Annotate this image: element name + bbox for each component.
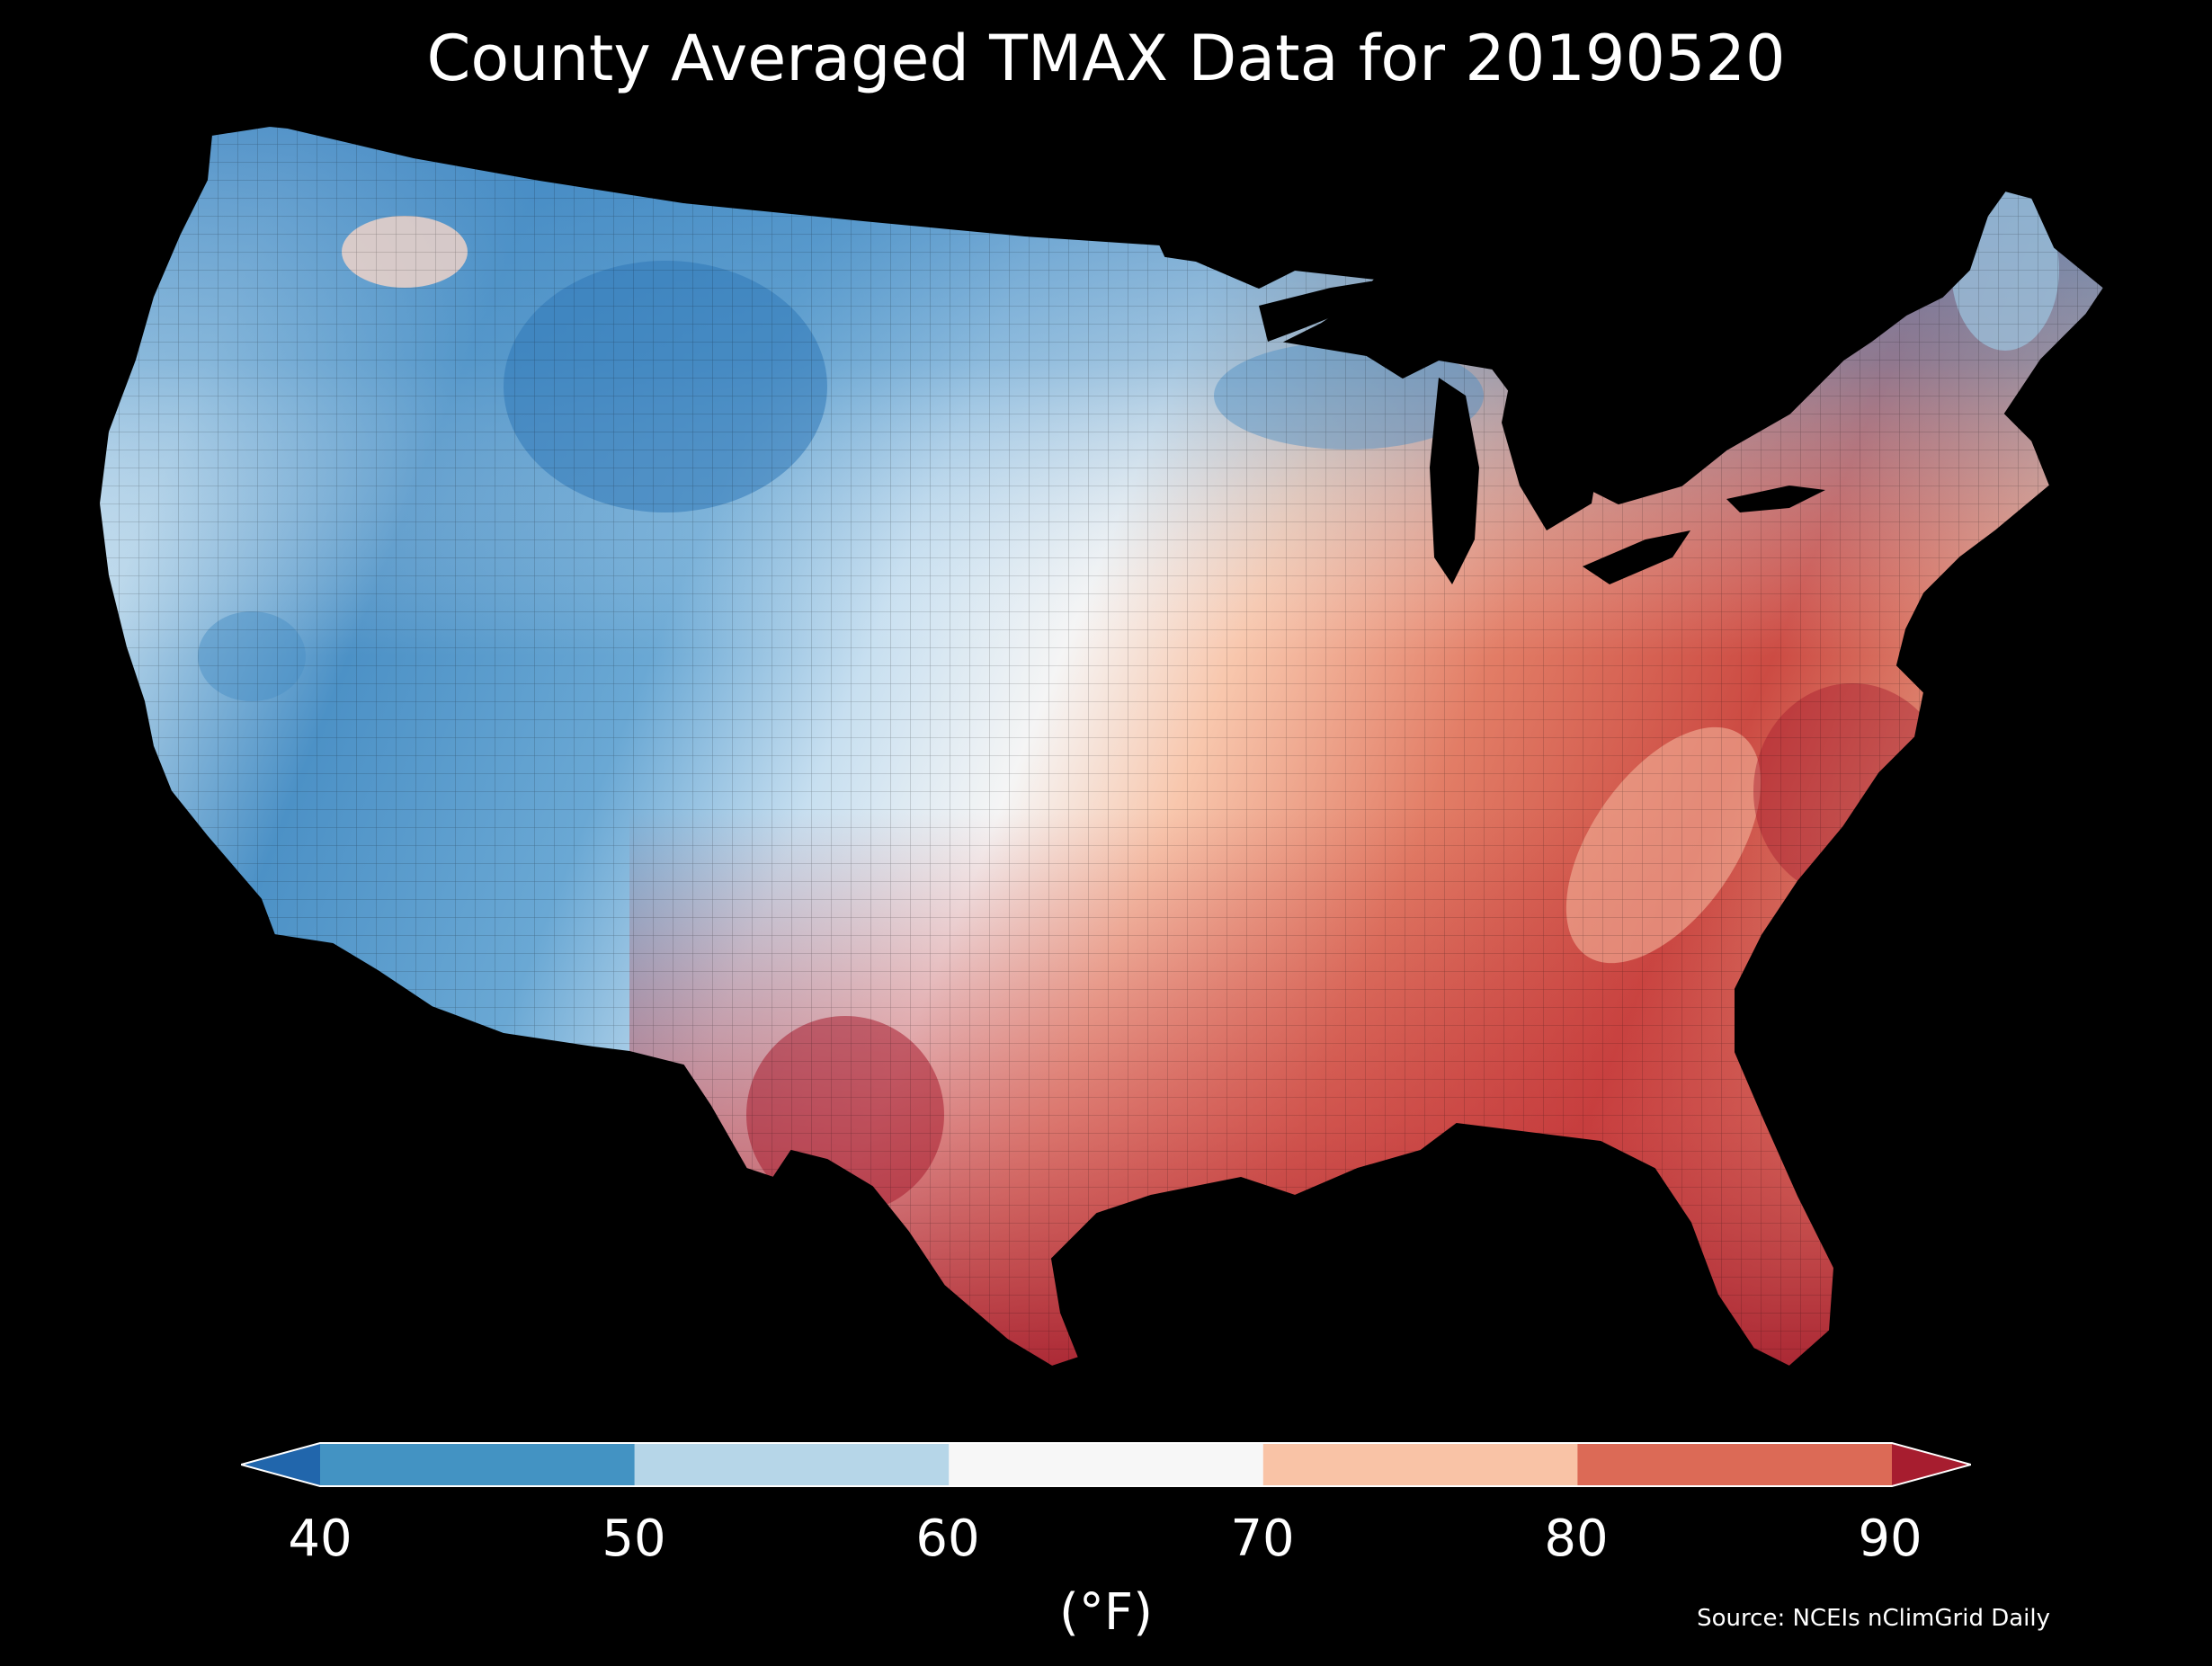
colorbar-segment-70-80 (1262, 1443, 1578, 1486)
colorbar-segment-60-70 (949, 1443, 1264, 1486)
colorbar-tick-40: 40 (288, 1510, 352, 1568)
colorbar-tick-60: 60 (915, 1510, 980, 1568)
colorbar-segment-80-90 (1577, 1443, 1893, 1486)
colorbar-unit-label: (°F) (1059, 1583, 1153, 1642)
colorbar-extend-low (241, 1443, 320, 1486)
colorbar-tick-80: 80 (1544, 1510, 1609, 1568)
county-choropleth (99, 126, 2104, 1367)
colorbar-segment-40-50 (320, 1443, 636, 1486)
colorbar-tick-50: 50 (602, 1510, 666, 1568)
map-title: County Averaged TMAX Data for 20190520 (426, 22, 1786, 95)
colorbar-segment-50-60 (634, 1443, 950, 1486)
colorbar-outline (241, 1442, 1971, 1487)
colorbar-tick-70: 70 (1230, 1510, 1295, 1568)
colorbar-extend-high (1892, 1443, 1971, 1486)
colorbar-tick-90: 90 (1858, 1510, 1922, 1568)
great-lakes (1259, 281, 1825, 584)
colorbar (241, 1442, 1971, 1487)
data-source-credit: Source: NCEIs nClimGrid Daily (1697, 1605, 2050, 1632)
